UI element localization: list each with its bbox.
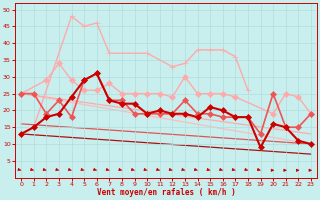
X-axis label: Vent moyen/en rafales ( km/h ): Vent moyen/en rafales ( km/h ) (97, 188, 236, 197)
